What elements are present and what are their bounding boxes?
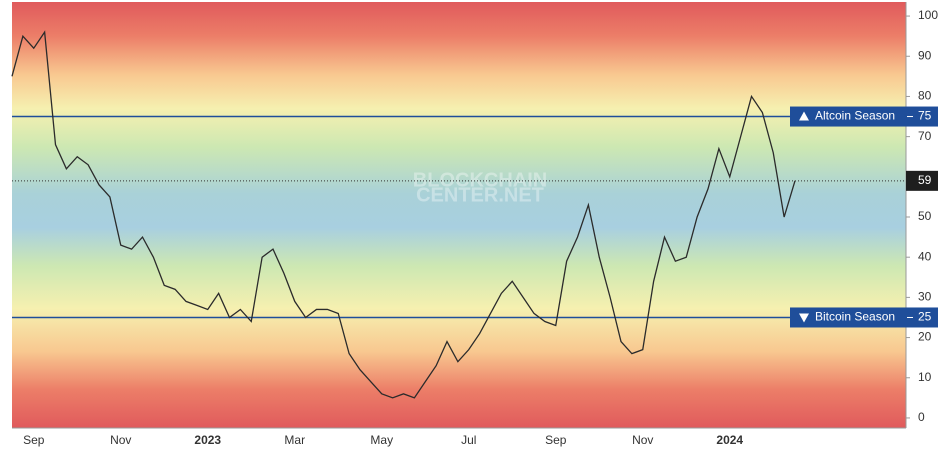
reference-label-value: 75 xyxy=(918,109,932,123)
plot-background xyxy=(12,2,906,428)
watermark-line: CENTER.NET xyxy=(416,184,544,206)
watermark: BLOCKCHAIN CENTER.NET xyxy=(413,169,547,206)
x-tick-label: Jul xyxy=(461,433,476,447)
reference-label: Bitcoin Season 25 xyxy=(790,307,938,328)
reference-label-text: Altcoin Season xyxy=(815,109,895,123)
y-tick-label: 100 xyxy=(918,8,938,22)
x-tick-label: May xyxy=(370,433,393,447)
x-tick-label: Nov xyxy=(110,433,131,447)
y-tick-label: 10 xyxy=(918,370,932,384)
x-tick-label: Sep xyxy=(545,433,567,447)
reference-label-box xyxy=(790,307,938,328)
y-tick-label: 0 xyxy=(918,410,925,424)
x-tick-label: Mar xyxy=(284,433,305,447)
current-value-label: 59 xyxy=(918,173,932,187)
y-tick-label: 40 xyxy=(918,249,932,263)
y-tick-label: 20 xyxy=(918,330,932,344)
y-tick-label: 90 xyxy=(918,48,932,62)
current-value-box xyxy=(906,170,938,191)
reference-arrow xyxy=(799,313,809,323)
reference-arrow xyxy=(799,111,809,121)
reference-label-value: 25 xyxy=(918,310,932,324)
y-tick-label: 80 xyxy=(918,89,932,103)
reference-label-text: Bitcoin Season xyxy=(815,310,895,324)
data-line xyxy=(11,30,796,399)
watermark-line: BLOCKCHAIN xyxy=(413,169,547,191)
x-tick-label: Nov xyxy=(632,433,653,447)
x-tick-label: Sep xyxy=(23,433,45,447)
y-tick-label: 50 xyxy=(918,209,932,223)
y-tick-label: 70 xyxy=(918,129,932,143)
x-tick-label: 2023 xyxy=(194,433,221,447)
reference-label: Altcoin Season 75 xyxy=(790,106,938,127)
reference-label-box xyxy=(790,106,938,127)
y-tick-label: 30 xyxy=(918,290,932,304)
x-tick-label: 2024 xyxy=(716,433,743,447)
